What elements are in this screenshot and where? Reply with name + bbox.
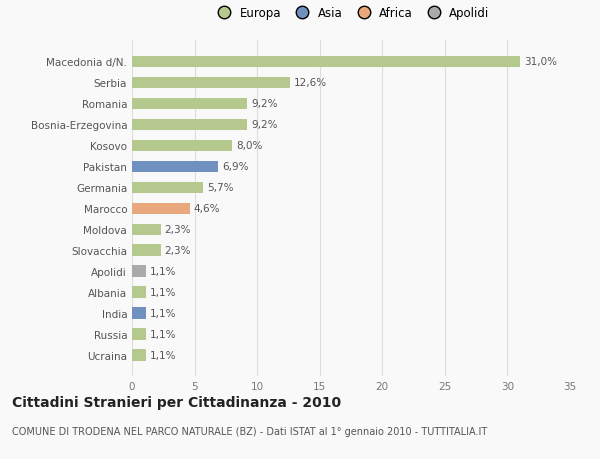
Bar bbox=[132, 161, 218, 173]
Bar bbox=[132, 308, 146, 319]
Legend: Europa, Asia, Africa, Apolidi: Europa, Asia, Africa, Apolidi bbox=[209, 4, 493, 24]
Text: 1,1%: 1,1% bbox=[149, 308, 176, 319]
Bar bbox=[132, 329, 146, 340]
Bar bbox=[132, 287, 146, 298]
Text: 5,7%: 5,7% bbox=[207, 183, 233, 193]
Text: COMUNE DI TRODENA NEL PARCO NATURALE (BZ) - Dati ISTAT al 1° gennaio 2010 - TUTT: COMUNE DI TRODENA NEL PARCO NATURALE (BZ… bbox=[12, 426, 487, 436]
Text: 1,1%: 1,1% bbox=[149, 288, 176, 297]
Text: Cittadini Stranieri per Cittadinanza - 2010: Cittadini Stranieri per Cittadinanza - 2… bbox=[12, 395, 341, 409]
Bar bbox=[132, 203, 190, 215]
Text: 2,3%: 2,3% bbox=[164, 246, 191, 256]
Bar bbox=[132, 140, 232, 152]
Text: 8,0%: 8,0% bbox=[236, 141, 262, 151]
Text: 6,9%: 6,9% bbox=[222, 162, 248, 172]
Text: 1,1%: 1,1% bbox=[149, 267, 176, 277]
Bar bbox=[132, 78, 290, 89]
Bar bbox=[132, 266, 146, 277]
Bar bbox=[132, 350, 146, 361]
Bar bbox=[132, 98, 247, 110]
Bar bbox=[132, 56, 520, 68]
Text: 31,0%: 31,0% bbox=[524, 57, 557, 67]
Bar bbox=[132, 245, 161, 257]
Text: 9,2%: 9,2% bbox=[251, 99, 277, 109]
Text: 12,6%: 12,6% bbox=[293, 78, 326, 88]
Text: 1,1%: 1,1% bbox=[149, 350, 176, 360]
Bar bbox=[132, 182, 203, 194]
Bar bbox=[132, 119, 247, 131]
Text: 9,2%: 9,2% bbox=[251, 120, 277, 130]
Bar bbox=[132, 224, 161, 235]
Text: 1,1%: 1,1% bbox=[149, 330, 176, 340]
Text: 2,3%: 2,3% bbox=[164, 225, 191, 235]
Text: 4,6%: 4,6% bbox=[193, 204, 220, 214]
